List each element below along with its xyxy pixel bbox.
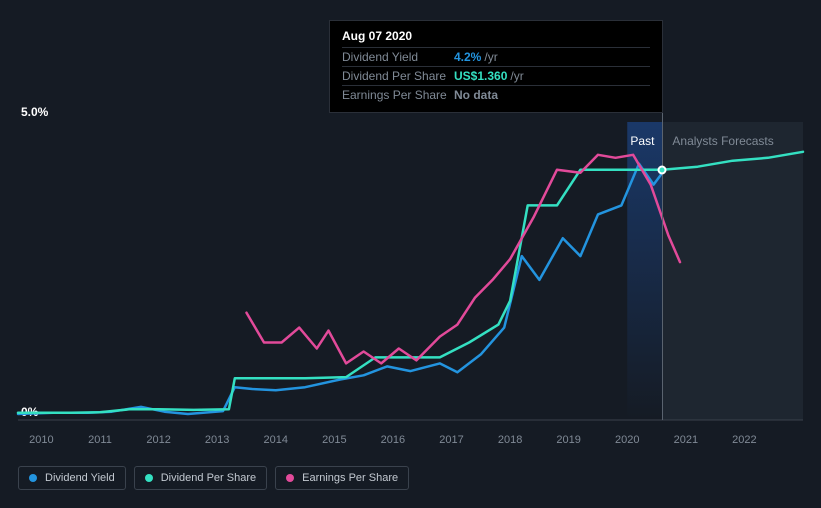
- legend-dot-icon: [145, 474, 153, 482]
- tooltip-row-value: No data: [454, 88, 498, 102]
- tooltip-row-unit: /yr: [510, 69, 523, 83]
- x-axis-tick: 2022: [732, 434, 756, 446]
- tooltip-row: Dividend Yield4.2%/yr: [342, 47, 650, 66]
- x-axis: 2010 2011 2012 2013 2014 2015 2016 2017 2018 2019…: [18, 434, 803, 448]
- legend-dot-icon: [286, 474, 294, 482]
- region-label-past: Past: [630, 134, 654, 148]
- legend-item-label: Dividend Yield: [45, 472, 115, 484]
- legend-item-label: Earnings Per Share: [302, 472, 398, 484]
- x-axis-tick: 2020: [615, 434, 639, 446]
- tooltip-row: Dividend Per ShareUS$1.360/yr: [342, 66, 650, 85]
- tooltip-row-label: Dividend Per Share: [342, 69, 454, 83]
- x-axis-tick: 2014: [264, 434, 288, 446]
- x-axis-tick: 2021: [674, 434, 698, 446]
- tooltip-row-value: US$1.360: [454, 69, 507, 83]
- chart-legend: Dividend Yield Dividend Per Share Earnings…: [18, 466, 409, 490]
- chart-cursor-dot: [658, 165, 667, 174]
- x-axis-tick: 2016: [381, 434, 405, 446]
- legend-dot-icon: [29, 474, 37, 482]
- legend-item[interactable]: Dividend Yield: [18, 466, 126, 490]
- region-label-forecast: Analysts Forecasts: [672, 134, 773, 148]
- x-axis-tick: 2015: [322, 434, 346, 446]
- chart-cursor-line: [662, 100, 663, 420]
- x-axis-tick: 2018: [498, 434, 522, 446]
- x-axis-tick: 2011: [88, 434, 112, 446]
- x-axis-tick: 2012: [146, 434, 170, 446]
- y-axis-label: 0%: [21, 405, 38, 419]
- chart-tooltip: Aug 07 2020 Dividend Yield4.2%/yrDividen…: [329, 20, 663, 113]
- x-axis-tick: 2017: [439, 434, 463, 446]
- tooltip-date: Aug 07 2020: [342, 29, 650, 43]
- x-axis-tick: 2019: [556, 434, 580, 446]
- legend-item-label: Dividend Per Share: [161, 472, 256, 484]
- tooltip-row: Earnings Per ShareNo data: [342, 85, 650, 104]
- x-axis-tick: 2013: [205, 434, 229, 446]
- legend-item[interactable]: Dividend Per Share: [134, 466, 267, 490]
- tooltip-row-value: 4.2%: [454, 50, 481, 64]
- x-axis-tick: 2010: [29, 434, 53, 446]
- tooltip-row-label: Dividend Yield: [342, 50, 454, 64]
- tooltip-row-unit: /yr: [484, 50, 497, 64]
- y-axis-label: 5.0%: [21, 105, 48, 119]
- tooltip-row-label: Earnings Per Share: [342, 88, 454, 102]
- legend-item[interactable]: Earnings Per Share: [275, 466, 409, 490]
